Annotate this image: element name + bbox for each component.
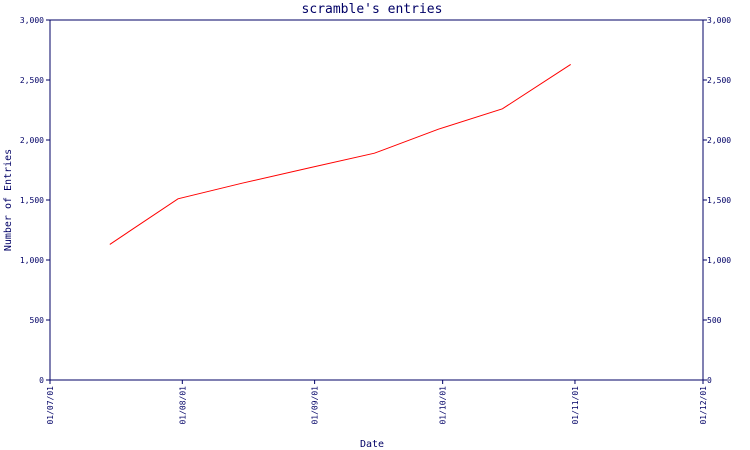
x-tick-label: 01/08/01 — [178, 386, 187, 425]
y-tick-label-left: 1,000 — [20, 256, 44, 265]
y-axis-right: 0 500 1,000 1,500 2,000 2,500 3,000 — [703, 16, 731, 385]
chart-title: scramble's entries — [302, 2, 443, 17]
y-axis-title: Number of Entries — [3, 149, 14, 251]
y-tick-label-right: 1,000 — [707, 256, 731, 265]
y-tick-label-left: 0 — [39, 376, 44, 385]
y-axis-left: 0 500 1,000 1,500 2,000 2,500 3,000 — [20, 16, 50, 385]
x-axis: 01/07/01 01/08/01 01/09/01 01/10/01 01/11/01… — [46, 380, 708, 425]
x-tick-label: 01/07/01 — [46, 386, 55, 425]
y-tick-label-left: 500 — [30, 316, 45, 325]
y-tick-label-right: 2,500 — [707, 76, 731, 85]
y-tick-label-right: 1,500 — [707, 196, 731, 205]
x-tick-label: 01/10/01 — [439, 386, 448, 425]
y-tick-label-left: 3,000 — [20, 16, 44, 25]
y-tick-label-right: 2,000 — [707, 136, 731, 145]
x-tick-label: 01/09/01 — [311, 386, 320, 425]
series-line — [109, 63, 571, 245]
y-tick-label-right: 0 — [707, 376, 712, 385]
x-tick-label: 01/11/01 — [571, 386, 580, 425]
series-group — [109, 63, 571, 245]
y-tick-label-right: 3,000 — [707, 16, 731, 25]
plot-area — [49, 19, 704, 381]
y-tick-label-left: 2,000 — [20, 136, 44, 145]
x-tick-label: 01/12/01 — [699, 386, 708, 425]
y-tick-label-left: 1,500 — [20, 196, 44, 205]
y-tick-label-left: 2,500 — [20, 76, 44, 85]
x-axis-title: Date — [360, 439, 384, 450]
y-tick-label-right: 500 — [707, 316, 722, 325]
